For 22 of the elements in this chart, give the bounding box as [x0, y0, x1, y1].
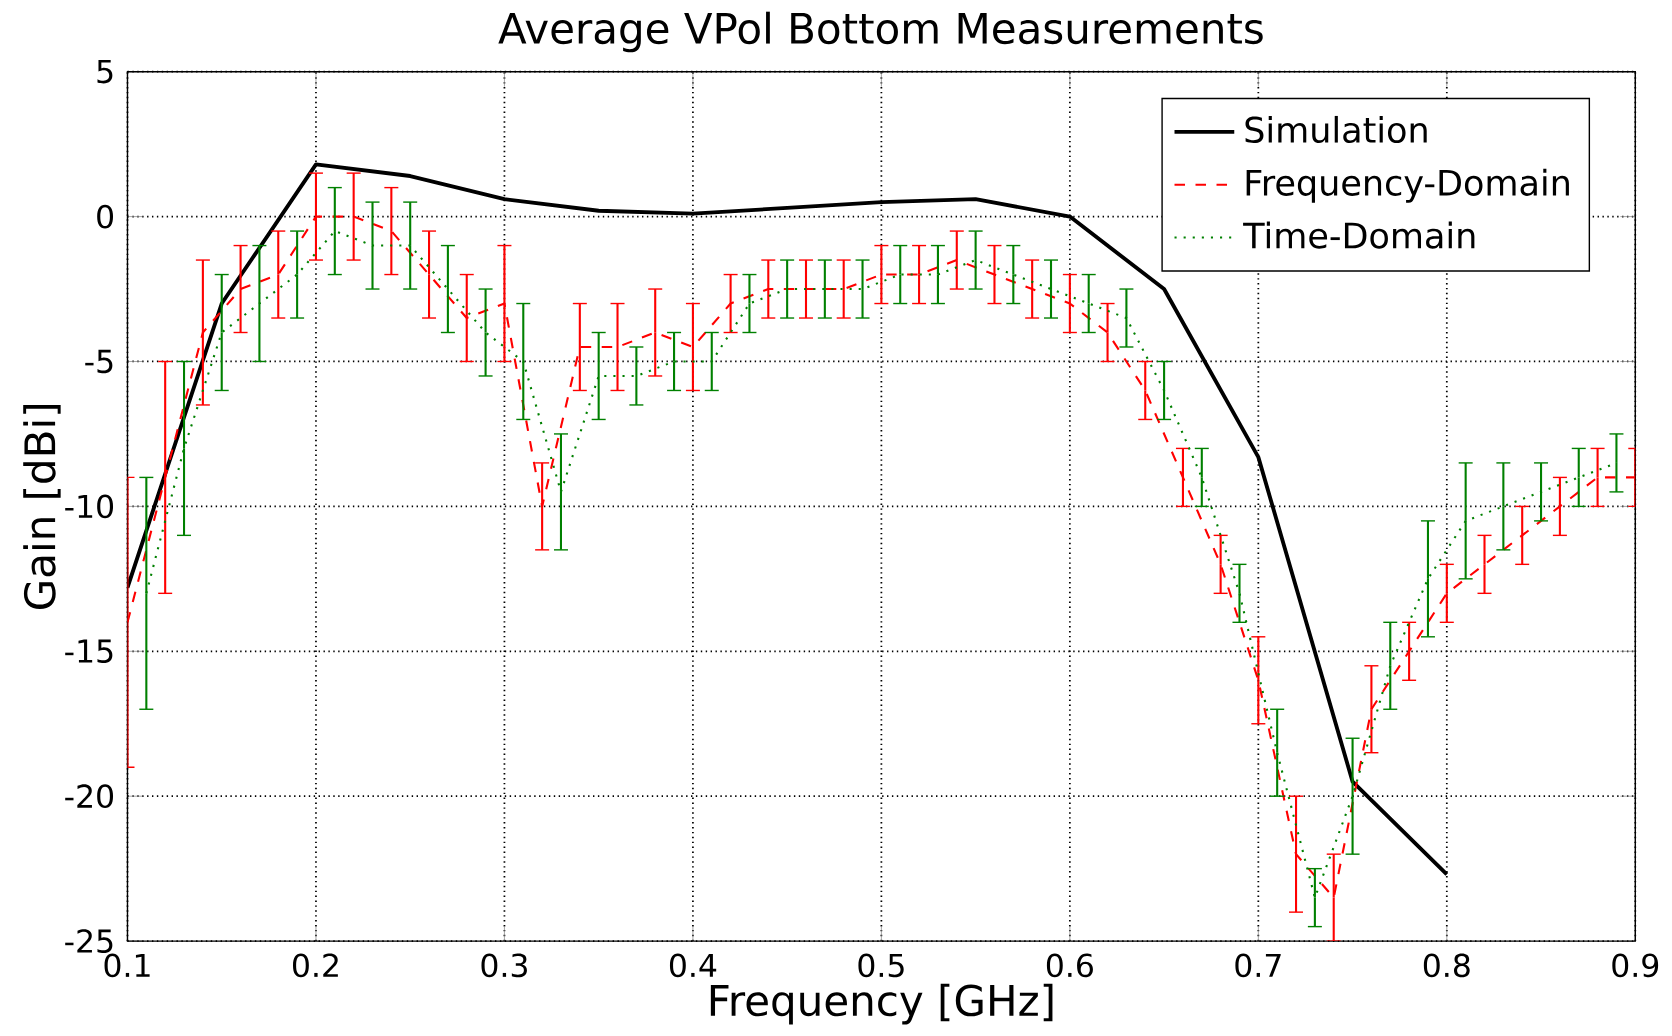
x-tick-label: 0.9 [1612, 953, 1659, 978]
y-tick-label: -15 [65, 639, 113, 663]
legend-label: Time-Domain [1243, 221, 1475, 249]
y-tick-label: -25 [65, 929, 113, 953]
y-tick-label: -20 [65, 784, 114, 809]
y-axis-title: Gain [dBi] [23, 405, 61, 609]
y-tick-label: 0 [97, 204, 114, 229]
y-tick-label: -10 [65, 494, 114, 519]
legend-label: Frequency-Domain [1246, 168, 1569, 203]
x-axis-title: Frequency [GHz] [710, 983, 1053, 1025]
x-tick-label: 0.1 [104, 953, 150, 978]
y-tick-label: 5 [97, 59, 113, 84]
x-tick-label: 0.5 [858, 953, 904, 978]
x-tick-label: 0.4 [669, 953, 717, 978]
x-tick-label: 0.6 [1046, 953, 1093, 978]
x-tick-label: 0.3 [481, 953, 527, 978]
x-tick-label: 0.2 [293, 953, 338, 978]
x-tick-label: 0.8 [1423, 953, 1470, 978]
y-tick-label: -5 [85, 349, 113, 374]
x-tick-label: 0.7 [1235, 953, 1281, 978]
chart-title: Average VPol Bottom Measurements [498, 11, 1263, 53]
legend-label: Simulation [1245, 115, 1427, 143]
